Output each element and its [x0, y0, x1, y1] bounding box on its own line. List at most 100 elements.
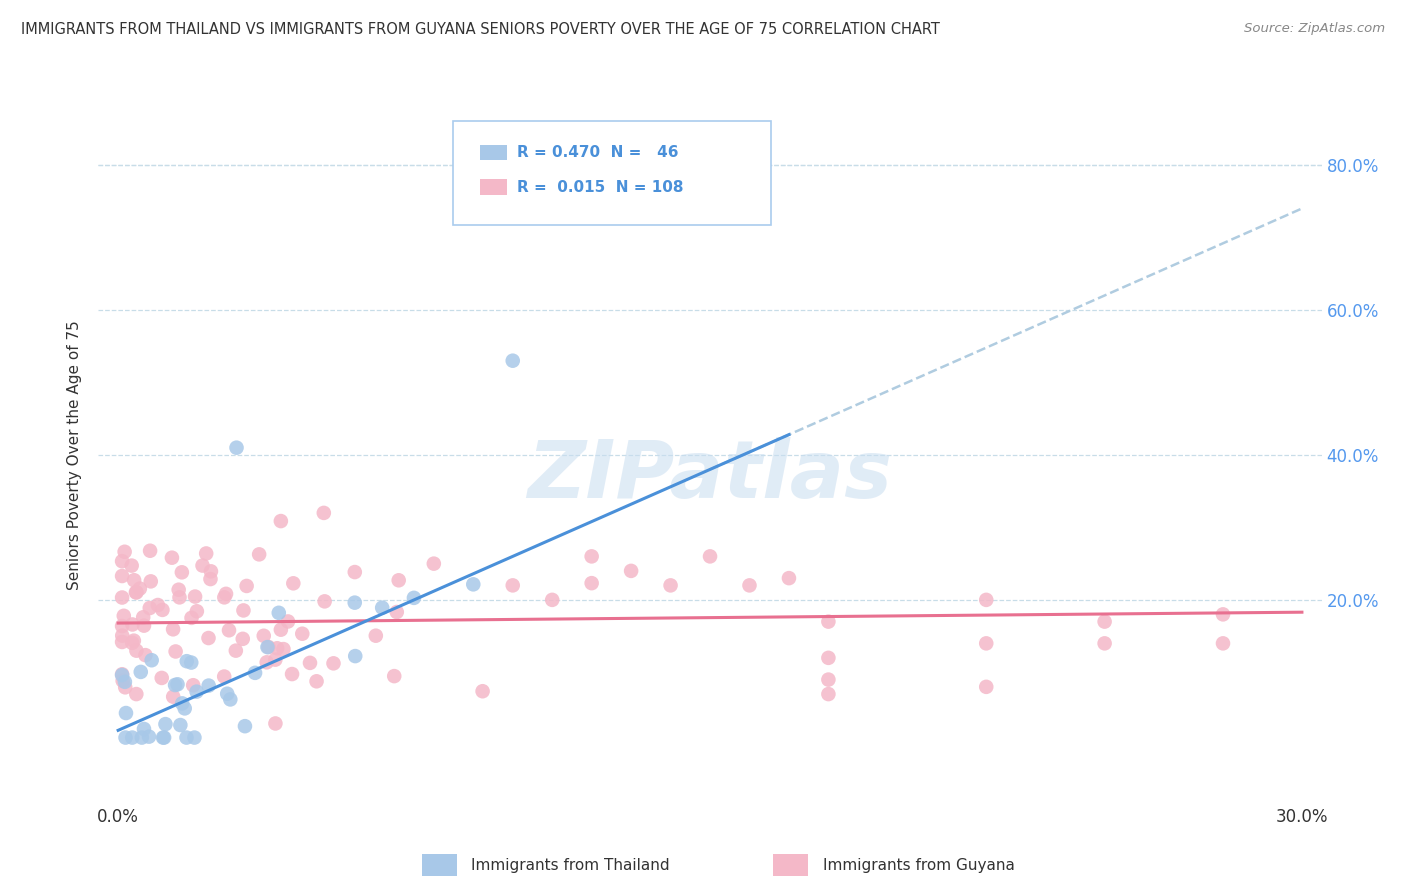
Point [817, 687, 839, 701]
Point [817, 673, 839, 687]
Point [132, 610, 155, 624]
Point [541, 592, 564, 607]
Point [121, 636, 143, 650]
Point [169, 718, 191, 732]
Point [181, 678, 204, 692]
Point [388, 574, 411, 588]
Point [111, 667, 134, 681]
Point [162, 690, 184, 704]
Point [322, 657, 344, 671]
Point [659, 578, 682, 592]
Point [183, 731, 205, 745]
Point [1212, 607, 1234, 622]
Point [257, 640, 280, 654]
Point [114, 731, 136, 745]
Point [343, 565, 366, 579]
Point [243, 665, 266, 680]
Point [298, 656, 321, 670]
Point [176, 731, 198, 745]
Point [382, 669, 405, 683]
Point [283, 576, 305, 591]
Point [125, 643, 148, 657]
Point [471, 684, 494, 698]
Point [134, 648, 156, 662]
Point [581, 576, 603, 591]
Point [139, 543, 162, 558]
Point [111, 635, 134, 649]
Point [114, 674, 136, 689]
FancyBboxPatch shape [453, 121, 772, 226]
Point [699, 549, 721, 564]
Point [232, 632, 254, 646]
Point [217, 687, 239, 701]
Point [305, 674, 328, 689]
Text: Immigrants from Thailand: Immigrants from Thailand [471, 858, 669, 872]
Point [1094, 615, 1116, 629]
Point [256, 640, 278, 654]
Point [111, 668, 134, 682]
Point [344, 649, 367, 664]
Point [817, 615, 839, 629]
Point [974, 636, 997, 650]
Point [1212, 636, 1234, 650]
Point [232, 603, 254, 617]
Point [247, 547, 270, 561]
Point [186, 684, 208, 698]
Point [197, 631, 219, 645]
Bar [479, 145, 508, 160]
Point [172, 697, 194, 711]
Point [270, 623, 292, 637]
Point [121, 558, 143, 573]
Point [219, 692, 242, 706]
Point [264, 716, 287, 731]
Point [111, 673, 134, 688]
Point [146, 598, 169, 612]
Point [125, 687, 148, 701]
Point [114, 681, 136, 695]
Point [121, 731, 143, 745]
Point [138, 730, 160, 744]
Point [402, 591, 425, 605]
Point [150, 671, 173, 685]
Point [974, 680, 997, 694]
Point [152, 603, 174, 617]
Point [167, 582, 190, 597]
Point [778, 571, 800, 585]
Text: ZIPatlas: ZIPatlas [527, 437, 893, 515]
Text: R = 0.470  N =   46: R = 0.470 N = 46 [517, 145, 678, 160]
Point [169, 591, 191, 605]
Point [139, 574, 162, 589]
Point [225, 441, 247, 455]
Point [270, 514, 292, 528]
Point [233, 719, 256, 733]
Point [218, 624, 240, 638]
Point [267, 606, 290, 620]
Point [160, 550, 183, 565]
Point [364, 629, 387, 643]
Point [186, 604, 208, 618]
Point [114, 545, 136, 559]
Text: Immigrants from Guyana: Immigrants from Guyana [823, 858, 1014, 872]
Point [212, 669, 235, 683]
Point [122, 573, 145, 587]
Point [155, 717, 177, 731]
Point [111, 629, 134, 643]
Point [121, 617, 143, 632]
Y-axis label: Seniors Poverty Over the Age of 75: Seniors Poverty Over the Age of 75 [67, 320, 83, 590]
Point [111, 569, 134, 583]
Point [817, 651, 839, 665]
Point [115, 706, 138, 720]
Text: R =  0.015  N = 108: R = 0.015 N = 108 [517, 179, 683, 194]
Point [111, 591, 134, 605]
Point [256, 656, 278, 670]
Point [281, 667, 304, 681]
Point [253, 629, 276, 643]
Point [152, 731, 174, 745]
Point [235, 579, 257, 593]
Point [184, 590, 207, 604]
Point [139, 601, 162, 615]
Point [277, 615, 299, 629]
Point [273, 642, 295, 657]
Point [225, 643, 247, 657]
Point [371, 600, 394, 615]
